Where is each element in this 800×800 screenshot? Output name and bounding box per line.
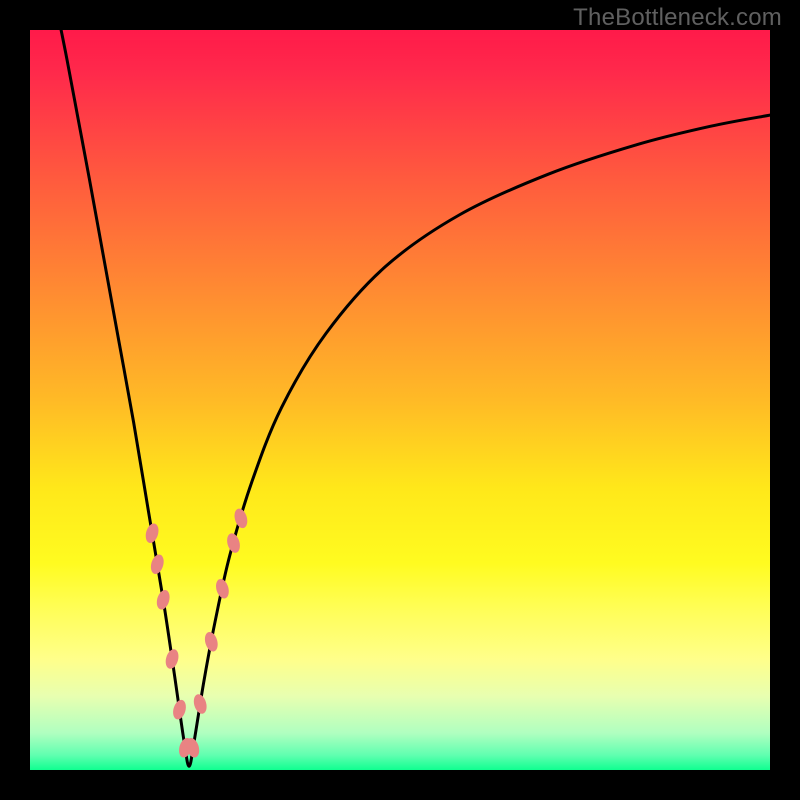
plot-background-gradient (30, 30, 770, 770)
watermark-text: TheBottleneck.com (573, 4, 782, 32)
plot-area (30, 30, 770, 770)
